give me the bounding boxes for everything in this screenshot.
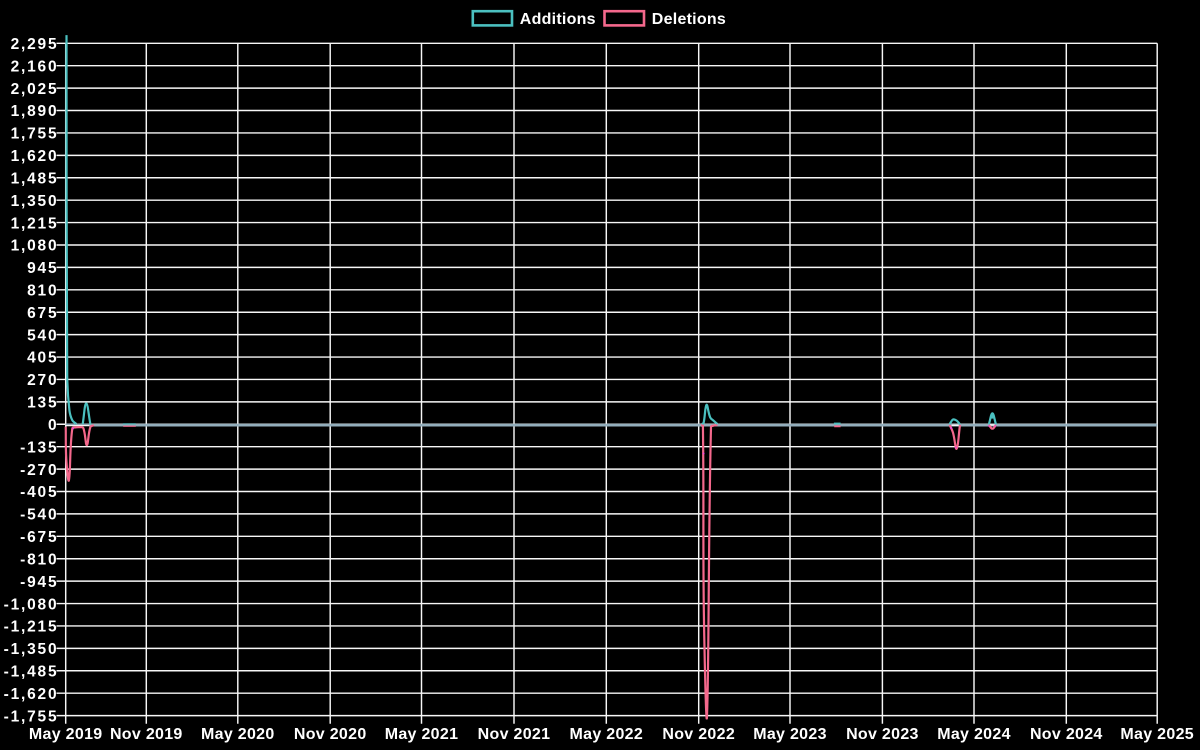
svg-text:May 2021: May 2021	[385, 726, 459, 743]
svg-text:-1,080: -1,080	[4, 596, 59, 613]
svg-text:-945: -945	[20, 574, 58, 591]
svg-text:-1,215: -1,215	[4, 619, 59, 636]
svg-text:2,025: 2,025	[11, 81, 59, 98]
svg-text:540: 540	[27, 327, 58, 344]
svg-text:May 2020: May 2020	[201, 726, 275, 743]
svg-text:1,755: 1,755	[11, 126, 59, 143]
svg-text:May 2025: May 2025	[1120, 726, 1194, 743]
svg-text:Additions: Additions	[520, 11, 596, 28]
svg-text:May 2019: May 2019	[29, 726, 103, 743]
svg-text:1,485: 1,485	[11, 170, 59, 187]
svg-text:May 2022: May 2022	[570, 726, 644, 743]
svg-text:1,620: 1,620	[11, 148, 59, 165]
svg-text:-540: -540	[20, 507, 58, 524]
svg-text:May 2024: May 2024	[937, 726, 1011, 743]
svg-text:Nov 2024: Nov 2024	[1030, 726, 1103, 743]
svg-text:-405: -405	[20, 484, 58, 501]
svg-text:270: 270	[27, 372, 58, 389]
svg-text:1,890: 1,890	[11, 103, 59, 120]
svg-text:-1,350: -1,350	[4, 641, 59, 658]
svg-text:-270: -270	[20, 462, 58, 479]
svg-text:Nov 2023: Nov 2023	[846, 726, 919, 743]
svg-text:405: 405	[27, 350, 58, 367]
svg-text:1,350: 1,350	[11, 193, 59, 210]
svg-text:1,080: 1,080	[11, 238, 59, 255]
svg-text:-1,485: -1,485	[4, 663, 59, 680]
svg-text:2,160: 2,160	[11, 58, 59, 75]
svg-text:-1,755: -1,755	[4, 708, 59, 725]
svg-text:-1,620: -1,620	[4, 686, 59, 703]
svg-text:-810: -810	[20, 551, 58, 568]
svg-text:Nov 2019: Nov 2019	[110, 726, 183, 743]
svg-text:1,215: 1,215	[11, 215, 59, 232]
svg-text:-135: -135	[20, 439, 58, 456]
svg-text:May 2023: May 2023	[753, 726, 827, 743]
svg-text:2,295: 2,295	[11, 36, 59, 53]
svg-text:Nov 2021: Nov 2021	[478, 726, 551, 743]
svg-text:945: 945	[27, 260, 58, 277]
svg-text:-675: -675	[20, 529, 58, 546]
svg-text:810: 810	[27, 283, 58, 300]
svg-text:0: 0	[48, 417, 58, 434]
svg-text:Nov 2020: Nov 2020	[294, 726, 367, 743]
svg-text:Nov 2022: Nov 2022	[662, 726, 735, 743]
svg-text:Deletions: Deletions	[652, 11, 726, 28]
svg-text:135: 135	[27, 395, 58, 412]
svg-text:675: 675	[27, 305, 58, 322]
